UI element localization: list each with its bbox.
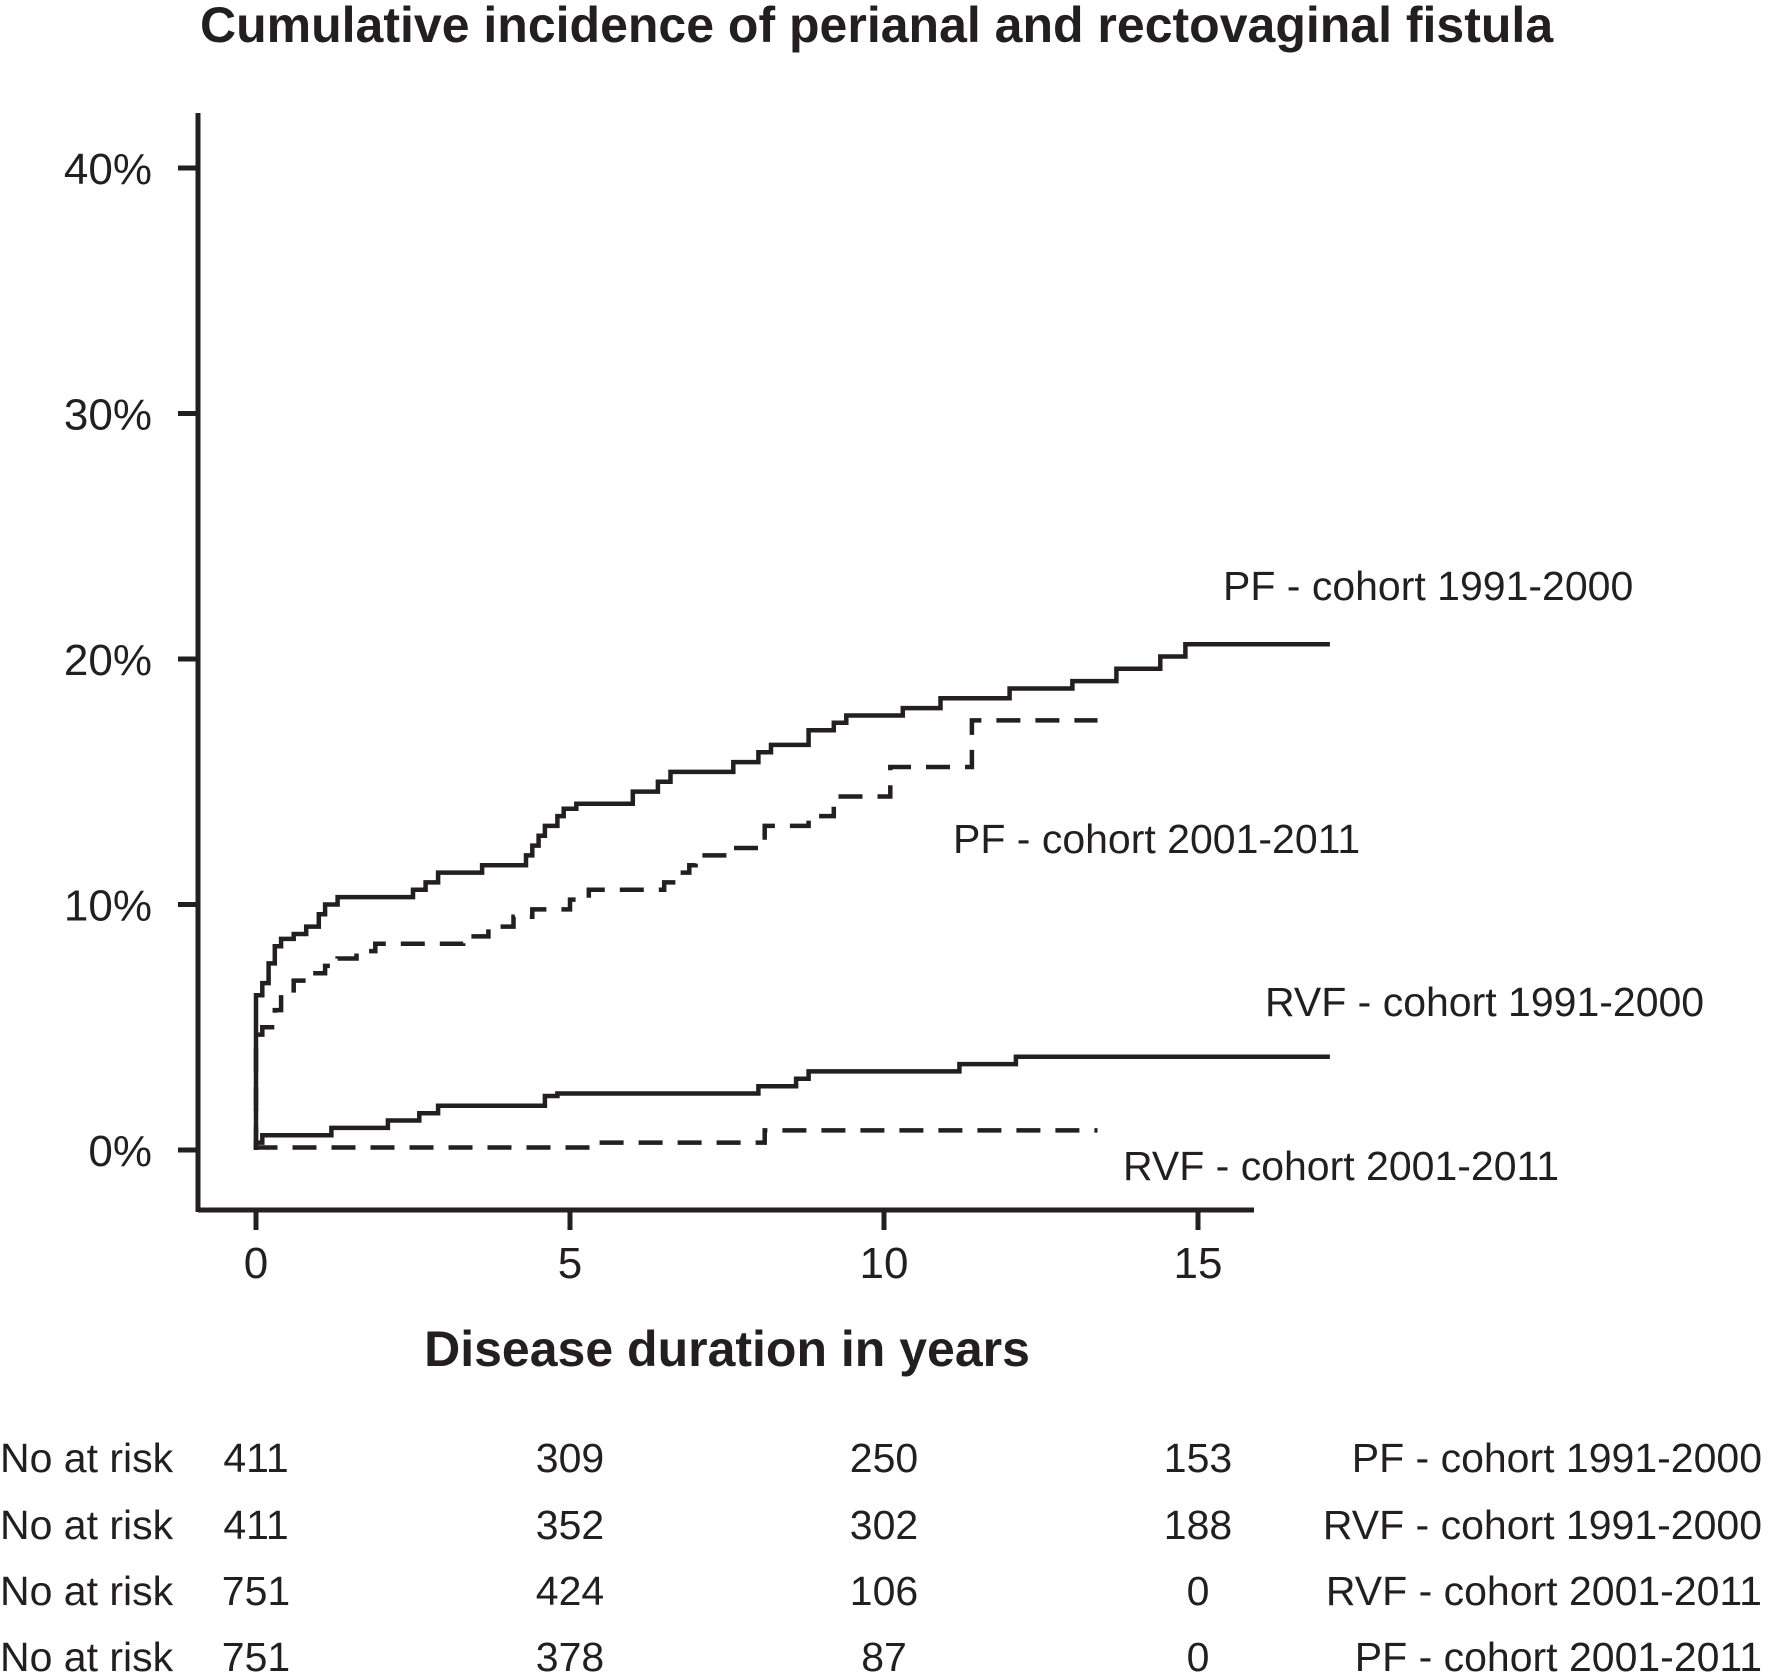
risk-count: 751 xyxy=(222,1568,290,1614)
x-tick-label: 15 xyxy=(1174,1239,1223,1288)
x-axis: 0 5 10 15 xyxy=(198,1207,1254,1288)
risk-count: 87 xyxy=(861,1634,907,1676)
x-tick-label: 10 xyxy=(860,1239,909,1288)
series-label: PF - cohort 1991-2000 xyxy=(1223,563,1633,609)
plot-area xyxy=(253,642,1330,1150)
series-curve xyxy=(253,642,1330,1150)
risk-row-series: PF - cohort 1991-2000 xyxy=(1352,1435,1762,1481)
risk-count: 0 xyxy=(1187,1634,1210,1676)
y-tick-label: 30% xyxy=(64,391,152,440)
risk-count: 411 xyxy=(223,1502,288,1548)
series-curve xyxy=(253,1054,1330,1150)
risk-count: 751 xyxy=(222,1634,290,1676)
risk-count: 309 xyxy=(536,1435,604,1481)
series-label: PF - cohort 2001-2011 xyxy=(953,816,1360,862)
risk-row-label: No at risk xyxy=(0,1568,174,1614)
risk-row-series: RVF - cohort 2001-2011 xyxy=(1326,1568,1762,1614)
risk-count: 188 xyxy=(1164,1502,1232,1548)
risk-row-series: PF - cohort 2001-2011 xyxy=(1355,1634,1762,1676)
risk-row: No at risk 411 309 250 153 PF - cohort 1991-2… xyxy=(0,1435,1762,1481)
x-tick-label: 5 xyxy=(558,1239,582,1288)
risk-count: 424 xyxy=(536,1568,604,1614)
y-axis: 0% 10% 20% 30% 40% xyxy=(64,113,201,1212)
y-tick-label: 10% xyxy=(64,882,152,931)
series-curve xyxy=(253,1128,1098,1150)
risk-row-series: RVF - cohort 1991-2000 xyxy=(1323,1502,1762,1548)
risk-count: 250 xyxy=(850,1435,918,1481)
series-label: RVF - cohort 2001-2011 xyxy=(1123,1143,1559,1189)
chart-title: Cumulative incidence of perianal and rec… xyxy=(200,0,1554,53)
y-tick-label: 20% xyxy=(64,636,152,685)
risk-row-label: No at risk xyxy=(0,1435,174,1481)
risk-row: No at risk 751 378 87 0 PF - cohort 2001-2011 xyxy=(0,1634,1762,1676)
risk-count: 302 xyxy=(850,1502,918,1548)
x-tick-label: 0 xyxy=(244,1239,268,1288)
risk-table: No at risk 411 309 250 153 PF - cohort 1991-2… xyxy=(0,1435,1762,1676)
series-label: RVF - cohort 1991-2000 xyxy=(1265,979,1704,1025)
risk-row-label: No at risk xyxy=(0,1634,174,1676)
y-tick-label: 0% xyxy=(88,1127,152,1176)
risk-row: No at risk 411 352 302 188 RVF - cohort 1991-… xyxy=(0,1502,1762,1548)
risk-row-label: No at risk xyxy=(0,1502,174,1548)
y-tick-label: 40% xyxy=(64,145,152,194)
risk-count: 378 xyxy=(536,1634,604,1676)
risk-count: 106 xyxy=(850,1568,918,1614)
x-axis-label: Disease duration in years xyxy=(424,1321,1030,1377)
risk-count: 411 xyxy=(223,1435,288,1481)
risk-count: 153 xyxy=(1164,1435,1232,1481)
risk-row: No at risk 751 424 106 0 RVF - cohort 2001-20… xyxy=(0,1568,1762,1614)
series-curve xyxy=(253,718,1098,1150)
series-labels: PF - cohort 1991-2000 PF - cohort 2001-20… xyxy=(953,563,1704,1189)
risk-count: 352 xyxy=(536,1502,604,1548)
risk-count: 0 xyxy=(1187,1568,1210,1614)
